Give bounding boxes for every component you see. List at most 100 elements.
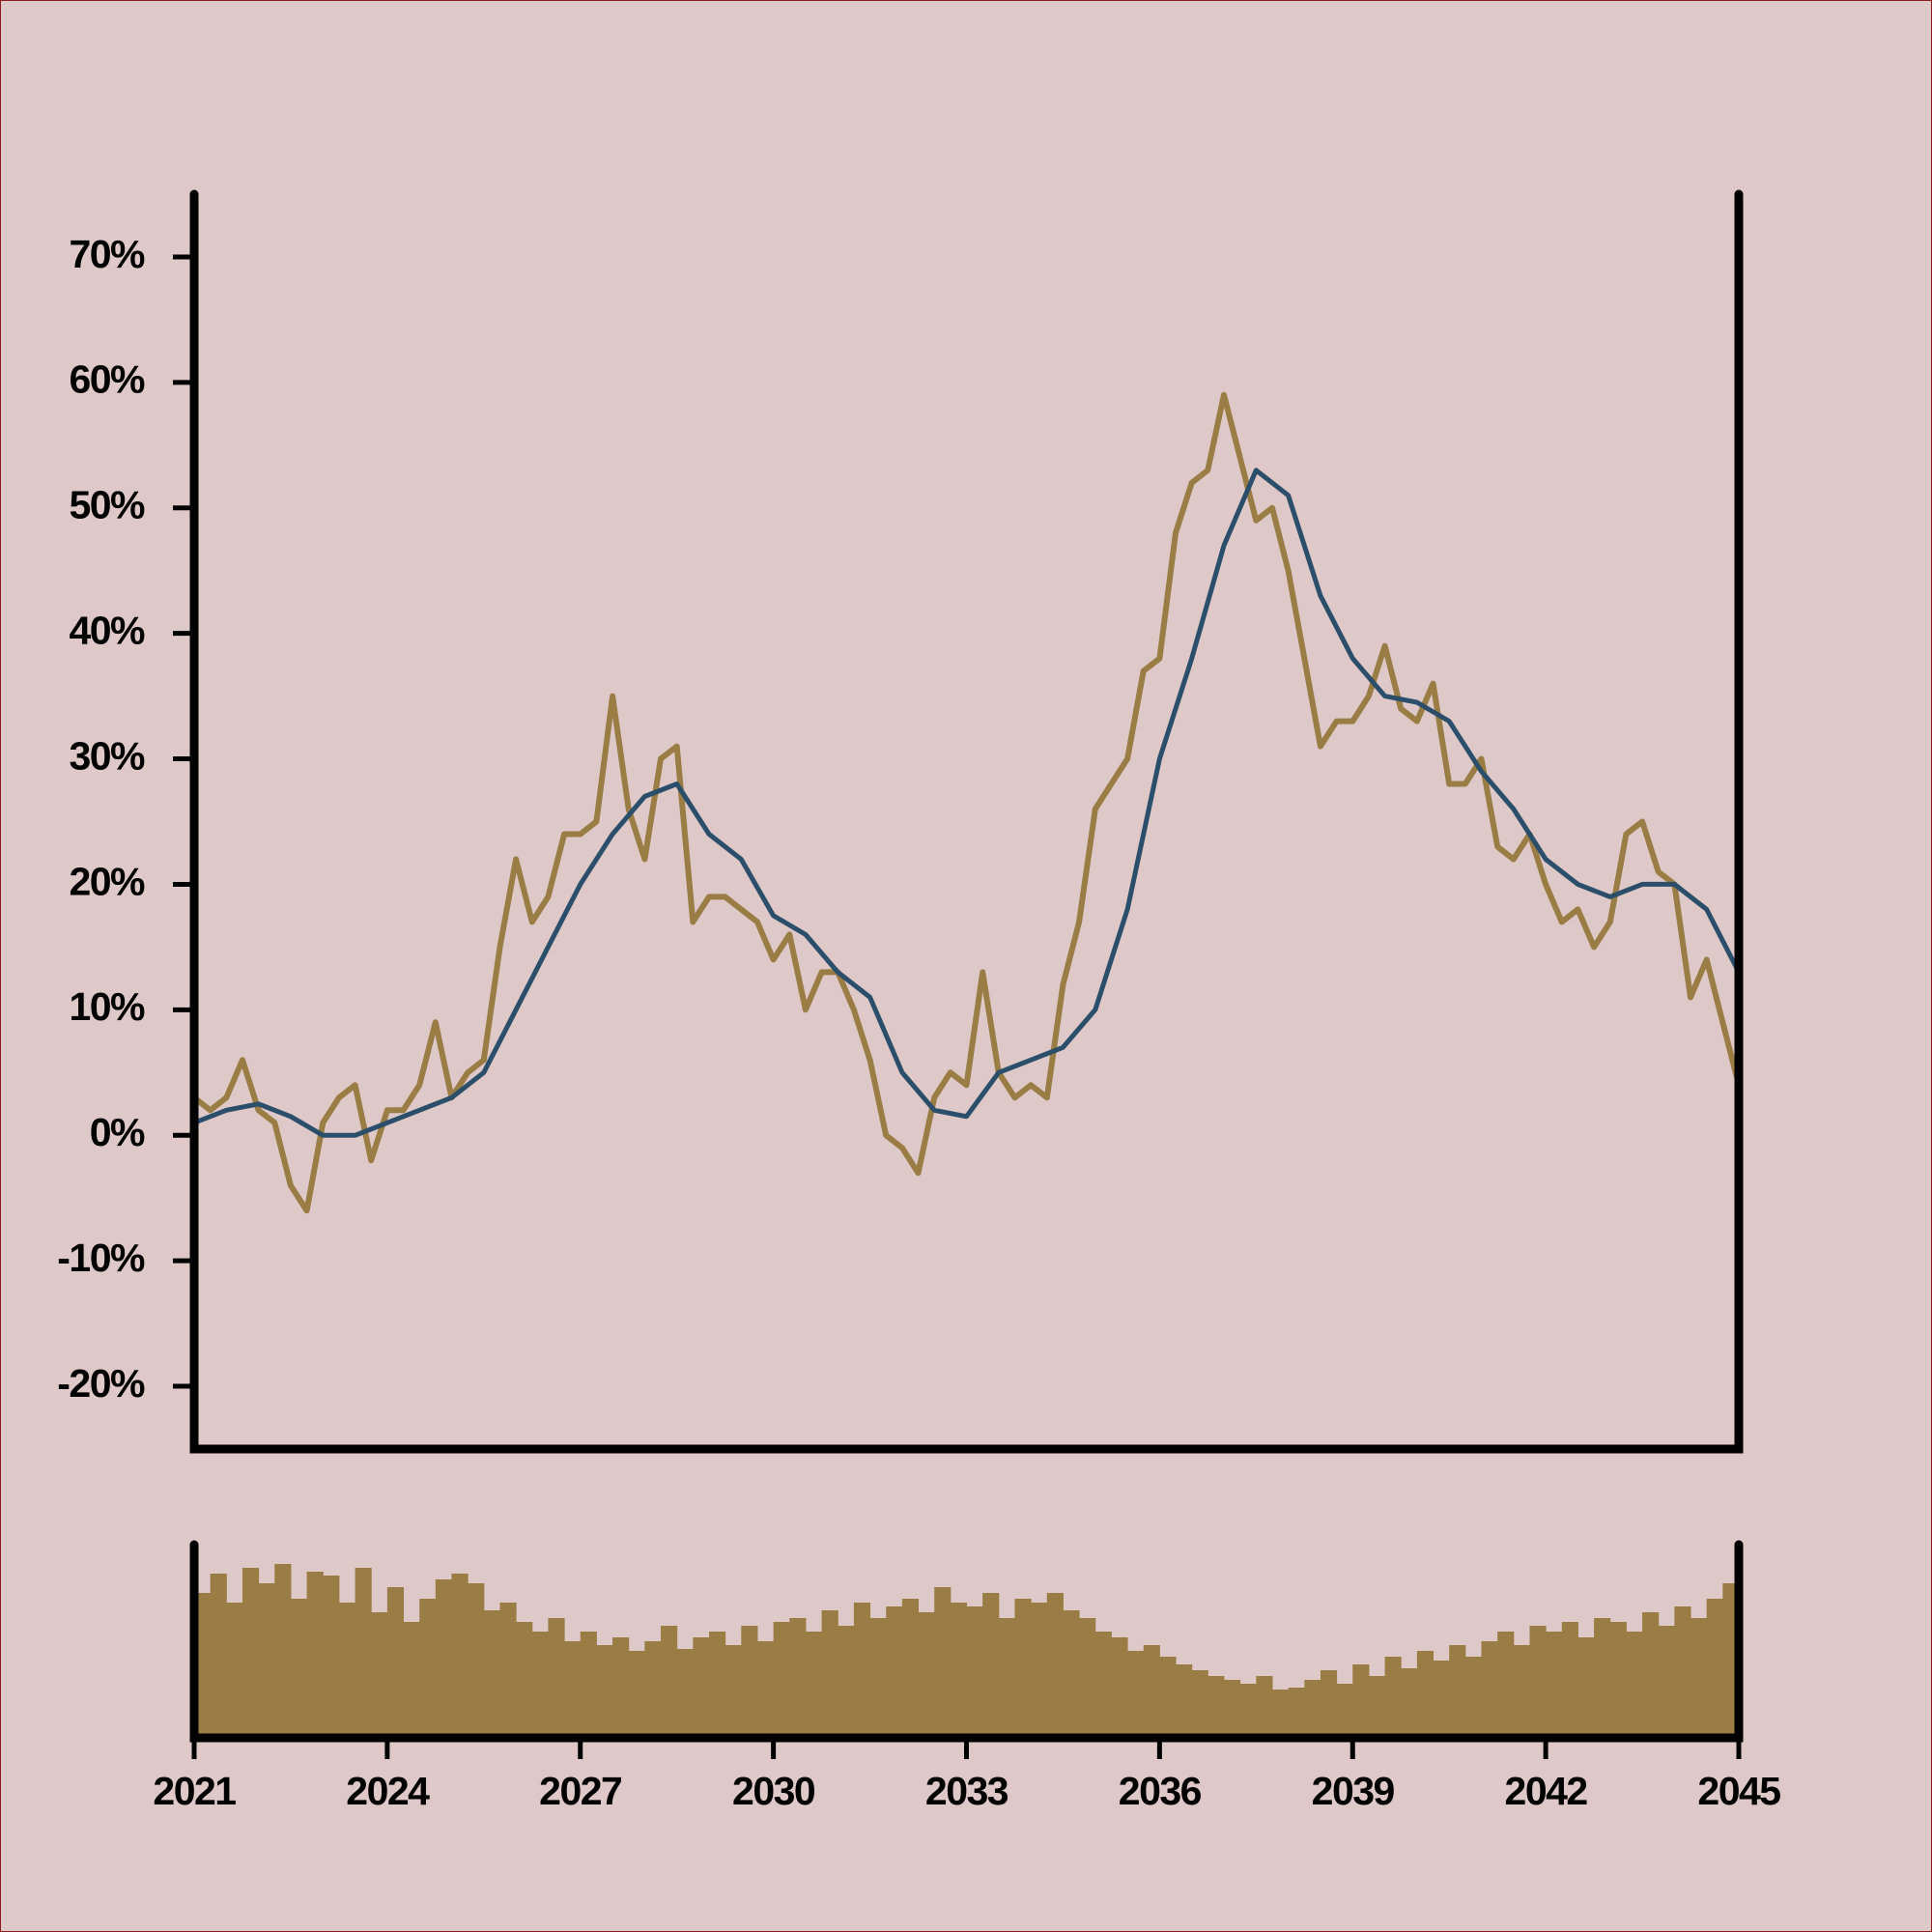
bar [1143, 1645, 1160, 1738]
bar [1224, 1680, 1241, 1738]
x-tick-label: 2030 [732, 1769, 815, 1813]
bar [210, 1574, 227, 1738]
bar [821, 1610, 838, 1738]
y-tick-label: 70% [69, 232, 145, 276]
y-tick-label: 60% [69, 357, 145, 402]
bar [901, 1599, 920, 1738]
bar [403, 1622, 420, 1738]
bar [531, 1632, 549, 1738]
bar [1642, 1612, 1660, 1738]
bar [1191, 1670, 1208, 1738]
bar [1674, 1606, 1691, 1738]
bar [1416, 1651, 1435, 1738]
bar [242, 1568, 260, 1738]
bar [419, 1599, 437, 1738]
bar [773, 1622, 790, 1738]
bar [564, 1641, 582, 1738]
bar [258, 1583, 275, 1738]
bar [499, 1603, 517, 1738]
bar [1127, 1651, 1145, 1738]
bar [1626, 1632, 1643, 1738]
bar [306, 1572, 324, 1738]
bar [709, 1632, 726, 1738]
bar [1063, 1610, 1080, 1738]
bar [1384, 1657, 1402, 1738]
bar [323, 1576, 340, 1738]
bar [982, 1593, 1000, 1738]
axis-frame [189, 1540, 1744, 1743]
bar [468, 1583, 485, 1738]
bar [1658, 1626, 1675, 1738]
bar [934, 1587, 952, 1738]
y-tick-label: 50% [69, 483, 145, 527]
bar [1481, 1641, 1498, 1738]
bar [1561, 1622, 1578, 1738]
x-tick-label: 2033 [925, 1769, 1009, 1813]
bar [1208, 1676, 1225, 1738]
bar [1046, 1593, 1064, 1738]
bar [596, 1645, 613, 1738]
y-tick-label: 20% [69, 859, 145, 903]
bar [1368, 1676, 1386, 1738]
bar [853, 1603, 871, 1738]
bar [1577, 1637, 1595, 1738]
bar [886, 1606, 903, 1738]
bar [612, 1637, 630, 1738]
bar [290, 1599, 308, 1738]
y-tick-label: 30% [69, 733, 145, 778]
bar [756, 1641, 775, 1738]
bar [483, 1610, 500, 1738]
bar [1304, 1680, 1321, 1738]
bar [1079, 1618, 1096, 1738]
x-tick-label: 2021 [153, 1769, 236, 1813]
bar [1271, 1690, 1290, 1738]
y-tick-label: 40% [69, 608, 145, 652]
bar [1594, 1618, 1611, 1738]
y-tick-label: 10% [69, 984, 145, 1029]
bar [676, 1649, 694, 1738]
bar [371, 1612, 388, 1738]
bar [966, 1606, 983, 1738]
bar [869, 1618, 887, 1738]
bar [1706, 1599, 1723, 1738]
bar [693, 1637, 710, 1738]
bar [661, 1626, 678, 1738]
x-tick-label: 2027 [539, 1769, 621, 1813]
bar [724, 1645, 742, 1738]
x-tick-label: 2039 [1312, 1769, 1395, 1813]
bar [451, 1574, 469, 1738]
bar [1513, 1645, 1530, 1738]
bar [1464, 1657, 1482, 1738]
bar [338, 1603, 356, 1738]
bar [580, 1632, 597, 1738]
bar [274, 1564, 292, 1738]
bar [1320, 1670, 1338, 1738]
bar [548, 1618, 565, 1738]
bar [1546, 1632, 1563, 1738]
y-tick-label: 0% [90, 1110, 145, 1154]
bar [516, 1622, 533, 1738]
bar [1176, 1664, 1193, 1738]
x-tick-label: 2045 [1697, 1769, 1780, 1813]
bar [1433, 1661, 1450, 1738]
bar [435, 1579, 452, 1738]
x-tick-label: 2036 [1119, 1769, 1202, 1813]
y-tick-label: -10% [57, 1236, 145, 1280]
bar [1336, 1684, 1353, 1738]
axis-frame [189, 189, 1744, 1454]
bar [355, 1568, 372, 1738]
x-tick-label: 2024 [346, 1769, 430, 1813]
bar [998, 1618, 1015, 1738]
bar [1256, 1676, 1273, 1738]
bar [1014, 1599, 1032, 1738]
y-tick-label: -20% [57, 1361, 145, 1406]
bar [1031, 1603, 1048, 1738]
bar [741, 1626, 758, 1738]
bar [644, 1641, 662, 1738]
bar [805, 1632, 823, 1738]
bar [838, 1626, 855, 1738]
bar [950, 1603, 967, 1738]
bar [1111, 1637, 1128, 1738]
